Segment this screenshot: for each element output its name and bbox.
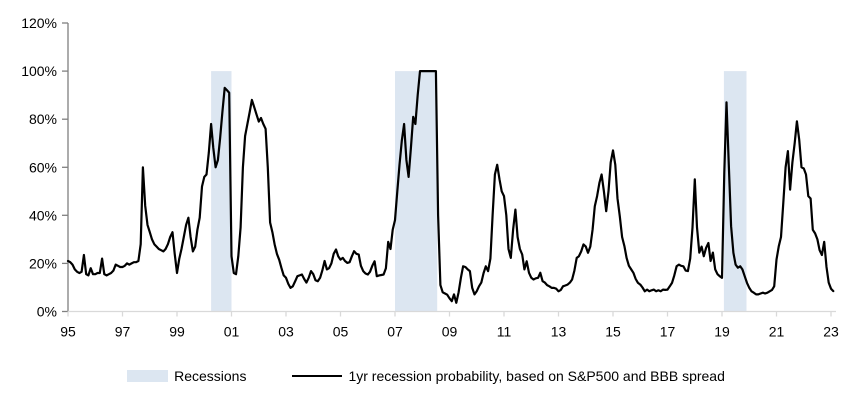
legend-item-probability-line: 1yr recession probability, based on S&P5… xyxy=(292,368,725,384)
x-tick-label: 21 xyxy=(769,324,785,340)
y-tick-label: 60% xyxy=(29,159,57,175)
x-tick-label: 03 xyxy=(278,324,294,340)
x-tick-label: 97 xyxy=(115,324,131,340)
x-tick-label: 09 xyxy=(442,324,458,340)
y-tick-label: 120% xyxy=(21,15,57,31)
y-tick-label: 0% xyxy=(37,304,57,320)
y-tick-label: 100% xyxy=(21,63,57,79)
y-tick-label: 40% xyxy=(29,207,57,223)
x-tick-label: 99 xyxy=(169,324,185,340)
recession-band-swatch xyxy=(127,370,169,382)
x-tick-label: 19 xyxy=(714,324,730,340)
x-tick-label: 01 xyxy=(224,324,240,340)
x-tick-label: 95 xyxy=(60,324,76,340)
x-tick-label: 13 xyxy=(551,324,567,340)
y-tick-label: 20% xyxy=(29,255,57,271)
recession-band xyxy=(723,71,747,312)
y-tick-label: 80% xyxy=(29,111,57,127)
x-tick-label: 15 xyxy=(605,324,621,340)
legend-item-recessions: Recessions xyxy=(127,368,246,384)
probability-line-swatch xyxy=(292,375,343,377)
legend-label-probability-line: 1yr recession probability, based on S&P5… xyxy=(348,368,725,384)
legend-label-recessions: Recessions xyxy=(174,368,247,384)
x-tick-label: 11 xyxy=(497,324,512,340)
x-tick-label: 17 xyxy=(660,324,676,340)
chart-canvas: 0% 20% 40% 60% 80% 100% 120% 95 97 99 01 03 05 07 09 11… xyxy=(21,15,839,340)
chart-legend: Recessions 1yr recession probability, ba… xyxy=(0,368,852,384)
x-tick-label: 05 xyxy=(333,324,349,340)
x-tick-label: 07 xyxy=(387,324,403,340)
probability-line xyxy=(66,69,835,304)
recession-band xyxy=(211,71,232,312)
x-tick-label: 23 xyxy=(823,324,839,340)
